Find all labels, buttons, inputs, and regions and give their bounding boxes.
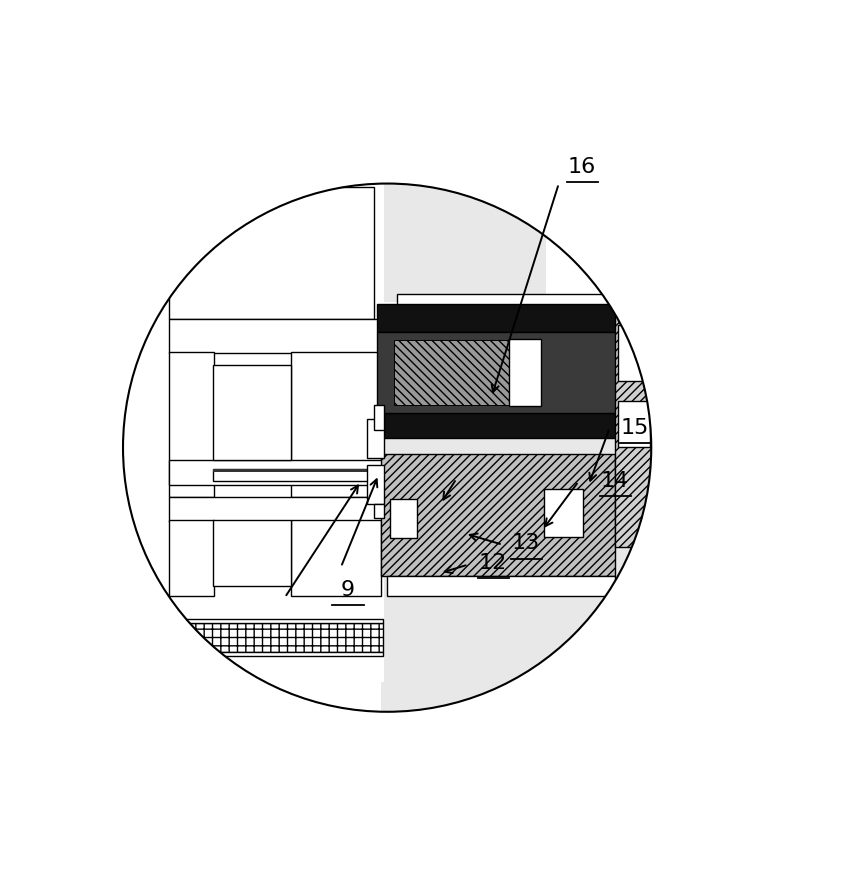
- Bar: [390, 498, 417, 538]
- Bar: [140, 622, 383, 652]
- Bar: [214, 470, 382, 481]
- Text: 9: 9: [341, 580, 354, 599]
- Bar: [374, 405, 383, 430]
- Bar: [214, 521, 291, 587]
- Bar: [397, 295, 612, 309]
- Text: 16: 16: [567, 157, 596, 177]
- Text: 12: 12: [479, 554, 507, 573]
- Bar: [381, 455, 615, 576]
- Bar: [509, 338, 541, 406]
- Bar: [140, 619, 383, 622]
- Bar: [407, 309, 608, 319]
- Bar: [140, 652, 383, 655]
- Bar: [544, 489, 583, 537]
- Text: 14: 14: [601, 471, 629, 490]
- Bar: [381, 313, 615, 435]
- Bar: [377, 413, 619, 438]
- Bar: [615, 313, 654, 547]
- Bar: [374, 504, 383, 518]
- Bar: [170, 521, 214, 597]
- Bar: [394, 340, 526, 405]
- Bar: [619, 401, 650, 447]
- Bar: [170, 460, 382, 485]
- Bar: [214, 469, 382, 472]
- Bar: [387, 576, 615, 597]
- Bar: [367, 420, 383, 457]
- Bar: [170, 187, 374, 319]
- Circle shape: [123, 184, 651, 712]
- Bar: [291, 521, 381, 597]
- Bar: [377, 332, 619, 413]
- Bar: [377, 305, 619, 332]
- Bar: [170, 497, 382, 522]
- Bar: [119, 180, 384, 682]
- Bar: [367, 465, 383, 504]
- Bar: [381, 319, 677, 741]
- Bar: [291, 352, 381, 497]
- Bar: [381, 157, 545, 303]
- Bar: [214, 365, 291, 460]
- Text: 13: 13: [512, 533, 540, 554]
- Bar: [170, 352, 214, 497]
- Bar: [619, 325, 650, 381]
- Bar: [170, 319, 381, 354]
- Text: 15: 15: [620, 418, 649, 438]
